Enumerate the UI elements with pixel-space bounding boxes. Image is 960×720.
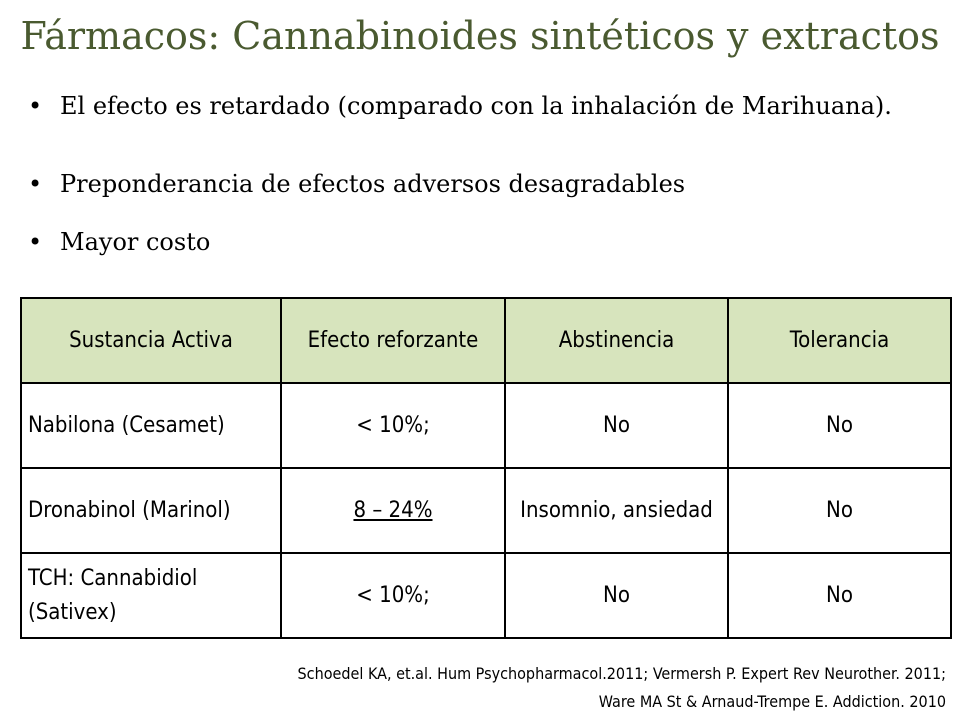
bullet-item: Preponderancia de efectos adversos desag… (28, 166, 908, 224)
table-row: Dronabinol (Marinol) 8 – 24% Insomnio, a… (20, 467, 952, 554)
reference-line: Schoedel KA, et.al. Hum Psychopharmacol.… (297, 664, 946, 683)
table-cell: No (727, 382, 952, 469)
bullet-item: Mayor costo (28, 224, 908, 260)
column-header-efecto: Efecto reforzante (280, 297, 506, 384)
bullet-item: El efecto es retardado (comparado con la… (28, 88, 908, 166)
table-cell: Dronabinol (Marinol) (20, 467, 282, 554)
table-cell: < 10%; (280, 552, 506, 639)
column-header-abstinencia: Abstinencia (504, 297, 729, 384)
table-row: Nabilona (Cesamet) < 10%; No No (20, 382, 952, 469)
reference-line: Ware MA St & Arnaud-Trempe E. Addiction.… (598, 692, 946, 711)
table-cell: No (504, 382, 729, 469)
table-cell: < 10%; (280, 382, 506, 469)
table-cell: No (504, 552, 729, 639)
table-cell: TCH: Cannabidiol (Sativex) (20, 552, 282, 639)
slide-title: Fármacos: Cannabinoides sintéticos y ext… (20, 14, 940, 58)
table-cell: Nabilona (Cesamet) (20, 382, 282, 469)
references: Schoedel KA, et.al. Hum Psychopharmacol.… (298, 660, 946, 716)
underlined-value: 8 – 24% (353, 497, 433, 523)
table-cell: Insomnio, ansiedad (504, 467, 729, 554)
table-cell: 8 – 24% (280, 467, 506, 554)
table-cell: No (727, 552, 952, 639)
table-header-row: Sustancia Activa Efecto reforzante Absti… (20, 297, 952, 384)
table-cell: No (727, 467, 952, 554)
table-row: TCH: Cannabidiol (Sativex) < 10%; No No (20, 552, 952, 639)
comparison-table: Sustancia Activa Efecto reforzante Absti… (20, 297, 952, 639)
column-header-sustancia: Sustancia Activa (20, 297, 282, 384)
bullet-list: El efecto es retardado (comparado con la… (28, 88, 908, 260)
column-header-tolerancia: Tolerancia (727, 297, 952, 384)
